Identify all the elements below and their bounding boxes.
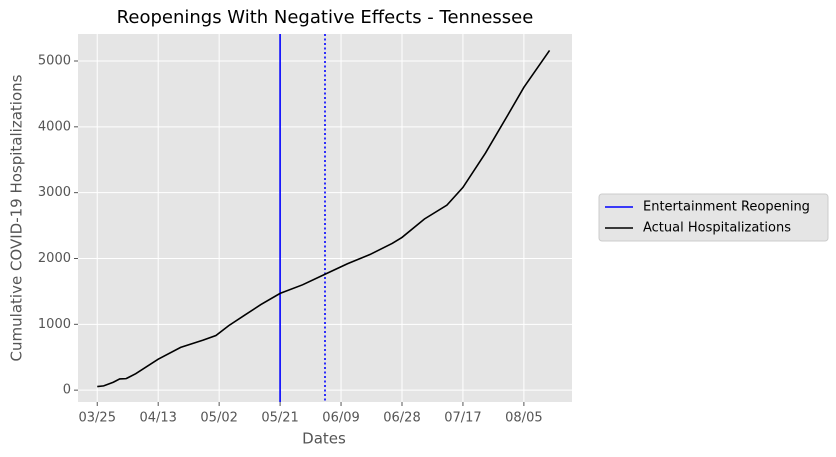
x-tick-label: 05/21 [261, 411, 298, 426]
chart-title: Reopenings With Negative Effects - Tenne… [117, 7, 534, 28]
grid: 0 1000 2000 3000 4000 5000 03/25 04/13 05/02 05/2… [38, 34, 572, 426]
legend: Entertainment Reopening Actual Hospitaliz… [598, 193, 829, 242]
x-tick-label: 08/05 [505, 411, 542, 426]
legend-label: Actual Hospitalizations [643, 221, 791, 236]
y-tick-label: 1000 [38, 317, 71, 332]
y-tick-label: 2000 [38, 251, 71, 266]
x-axis-label: Dates [302, 430, 346, 448]
x-tick-label: 06/09 [322, 411, 359, 426]
y-tick-label: 0 [63, 383, 71, 398]
x-tick-label: 07/17 [444, 411, 481, 426]
series-line [97, 50, 551, 388]
x-tick-label: 03/25 [79, 411, 116, 426]
x-tick-label: 06/28 [383, 411, 420, 426]
y-tick-label: 3000 [38, 185, 71, 200]
marks [97, 34, 551, 402]
legend-label: Entertainment Reopening [643, 200, 810, 215]
y-axis-label: Cumulative COVID-19 Hospitalizations [8, 74, 26, 361]
x-tick-label: 05/02 [200, 411, 237, 426]
x-tick-label: 04/13 [139, 411, 176, 426]
legend-box [598, 193, 829, 242]
y-tick-label: 4000 [38, 119, 71, 134]
y-tick-label: 5000 [38, 53, 71, 68]
